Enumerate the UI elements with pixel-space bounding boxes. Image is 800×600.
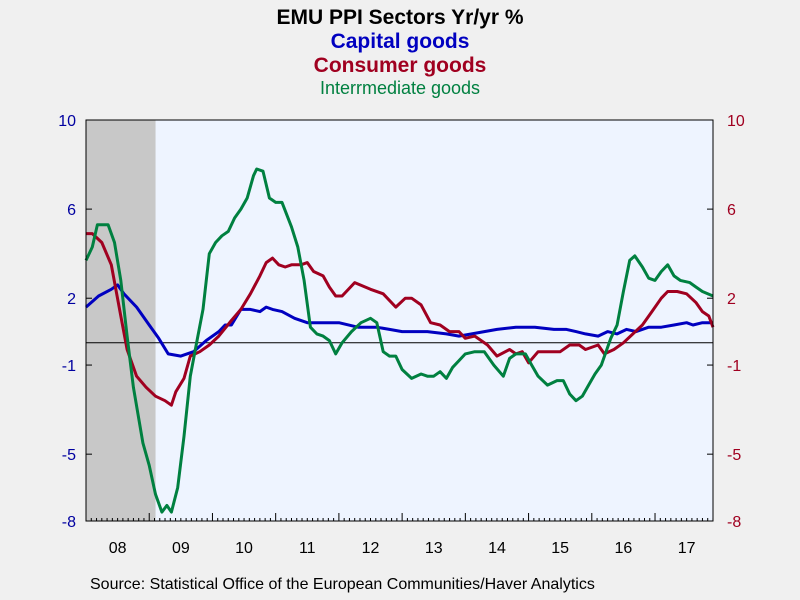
y-tick-label-right: -5 [727, 447, 741, 464]
y-tick-label-right: -8 [727, 514, 741, 531]
y-tick-label-right: 6 [727, 202, 736, 219]
series-line-consumer-goods [86, 232, 715, 407]
x-tick-label: 13 [425, 540, 443, 557]
y-tick-label-left: -8 [62, 514, 76, 531]
y-tick-label-right: -1 [727, 358, 741, 375]
y-tick-label-left: -5 [62, 447, 76, 464]
y-tick-label-left: 10 [58, 113, 76, 130]
y-tick-label-left: -1 [62, 358, 76, 375]
y-tick-label-right: 2 [727, 291, 736, 308]
plot-frame [85, 119, 714, 522]
x-tick-label: 11 [299, 540, 316, 557]
legend-consumer-goods: Consumer goods [313, 54, 487, 77]
x-tick-label: 08 [109, 540, 127, 557]
y-tick-label-right: 10 [727, 113, 745, 130]
x-tick-label: 16 [615, 540, 633, 557]
y-tick-label-left: 2 [67, 291, 76, 308]
source-note: Source: Statistical Office of the Europe… [90, 576, 595, 593]
legend-capital-goods: Capital goods [330, 30, 470, 53]
x-tick-label: 14 [488, 540, 506, 557]
chart-titles: EMU PPI Sectors Yr/yr % Capital goods Co… [0, 6, 800, 98]
series-line-interrmediate-goods [84, 167, 714, 514]
legend-intermediate-goods: Interrmediate goods [319, 78, 481, 98]
x-tick-label: 10 [235, 540, 253, 557]
plot-area [86, 120, 713, 521]
y-tick-label-left: 6 [67, 202, 76, 219]
x-tick-label: 15 [551, 540, 569, 557]
chart-title: EMU PPI Sectors Yr/yr % [276, 6, 524, 29]
x-tick-label: 09 [172, 540, 190, 557]
x-tick-label: 12 [362, 540, 380, 557]
x-tick-label: 17 [678, 540, 696, 557]
